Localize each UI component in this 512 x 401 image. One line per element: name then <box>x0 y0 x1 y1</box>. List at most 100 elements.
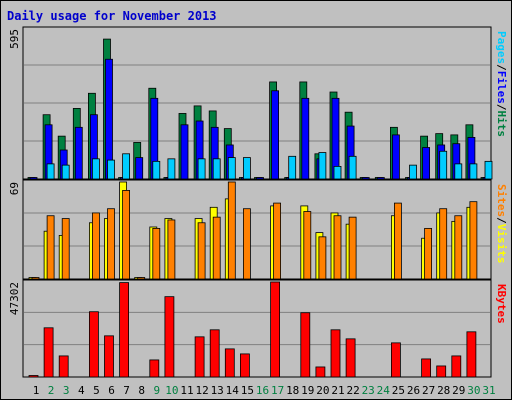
x-tick-label: 20 <box>316 384 329 397</box>
bar <box>107 208 115 280</box>
bar <box>122 190 130 280</box>
bar <box>256 177 264 180</box>
bar <box>167 158 176 180</box>
bar <box>152 227 161 280</box>
bar <box>180 124 189 180</box>
x-tick-label: 7 <box>123 384 130 397</box>
bar <box>451 355 462 378</box>
bar <box>333 165 342 180</box>
x-tick-label: 26 <box>407 384 420 397</box>
x-tick-label: 25 <box>392 384 405 397</box>
bar <box>439 208 448 280</box>
bar <box>239 353 250 378</box>
bar <box>242 208 251 280</box>
bar <box>361 177 370 180</box>
bar <box>315 366 326 378</box>
x-tick-label: 2 <box>48 384 55 397</box>
bar <box>119 282 129 378</box>
bar <box>484 160 493 180</box>
x-tick-label: 12 <box>195 384 208 397</box>
bar <box>390 342 401 378</box>
legend-part: / <box>495 104 508 111</box>
x-tick-label: 3 <box>63 384 70 397</box>
bar <box>376 177 385 180</box>
x-tick-label: 24 <box>377 384 391 397</box>
bar <box>61 218 70 280</box>
x-tick-label: 19 <box>301 384 314 397</box>
bar <box>135 157 144 180</box>
bar <box>454 215 463 280</box>
bar <box>197 158 206 180</box>
x-tick-label: 17 <box>271 384 284 397</box>
x-tick-label: 21 <box>331 384 344 397</box>
x-tick-label: 18 <box>286 384 299 397</box>
bar <box>348 216 357 280</box>
bar <box>29 177 38 180</box>
bar <box>104 335 114 378</box>
bar <box>288 155 297 180</box>
bar <box>152 160 161 180</box>
bar <box>212 158 221 180</box>
bar <box>149 359 160 378</box>
bar <box>469 201 478 280</box>
bar <box>224 348 235 378</box>
bar <box>74 126 83 180</box>
panel-bottom <box>22 279 492 378</box>
bar <box>421 358 432 378</box>
bar <box>122 153 130 180</box>
y-max-label: 595 <box>8 29 21 49</box>
x-tick-label: 30 <box>467 384 480 397</box>
x-tick-label: 1 <box>33 384 40 397</box>
legend-part: Sites <box>495 184 508 217</box>
bar <box>300 312 311 378</box>
bar <box>318 152 327 180</box>
x-tick-label: 22 <box>346 384 359 397</box>
x-tick-label: 4 <box>78 384 85 397</box>
x-tick-label: 28 <box>437 384 450 397</box>
x-tick-label: 6 <box>108 384 115 397</box>
x-tick-label: 16 <box>256 384 269 397</box>
y-max-label: 47302 <box>8 282 21 315</box>
bar <box>28 375 39 378</box>
x-tick-label: 27 <box>422 384 435 397</box>
x-tick-label: 9 <box>153 384 160 397</box>
bar <box>348 155 357 180</box>
bar <box>273 202 282 280</box>
bar <box>466 331 477 378</box>
series-legend-middle: Sites/Visits <box>495 184 508 264</box>
x-tick-label: 23 <box>362 384 375 397</box>
x-tick-label: 5 <box>93 384 100 397</box>
bar <box>227 157 236 180</box>
bar <box>58 355 69 378</box>
legend-part: / <box>495 64 508 71</box>
series-legend-top: Pages/Files/Hits <box>495 31 508 137</box>
bar <box>197 222 206 280</box>
bar <box>92 158 100 180</box>
bar <box>391 134 400 180</box>
y-max-label: 69 <box>8 182 21 195</box>
bar <box>167 219 176 280</box>
x-tick-label: 31 <box>482 384 495 397</box>
legend-part: Files <box>495 71 508 104</box>
bar <box>227 181 236 280</box>
chart-title: Daily usage for November 2013 <box>7 9 217 23</box>
bar <box>303 211 312 280</box>
bar <box>194 336 205 378</box>
bar <box>422 147 431 180</box>
legend-part: Hits <box>495 111 508 138</box>
bar <box>454 163 463 180</box>
bar <box>89 311 99 378</box>
bar <box>330 329 341 378</box>
bar <box>436 365 447 378</box>
bar <box>270 281 281 378</box>
bar <box>43 327 54 378</box>
x-tick-label: 8 <box>138 384 145 397</box>
series-legend-bottom: KBytes <box>495 284 508 324</box>
x-tick-label: 14 <box>226 384 240 397</box>
bar <box>61 164 70 180</box>
bar <box>271 90 280 180</box>
bar <box>439 150 448 180</box>
bar <box>46 215 55 280</box>
bar <box>424 227 433 280</box>
